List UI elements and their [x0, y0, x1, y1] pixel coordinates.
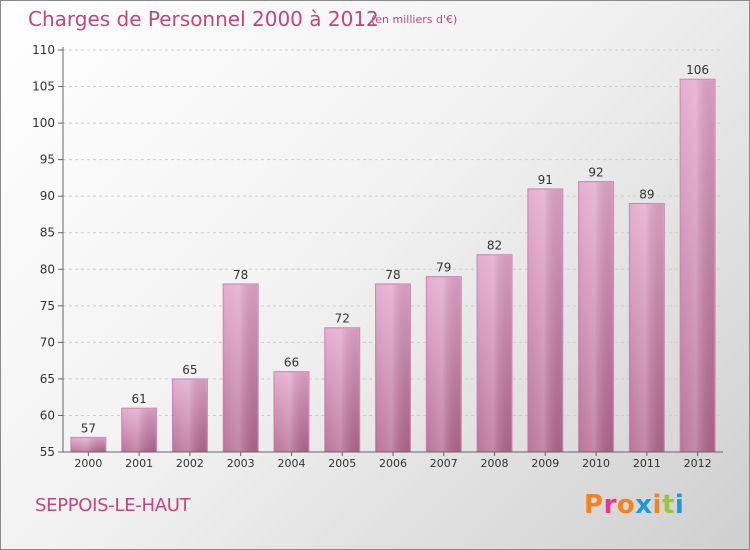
- y-tick-label: 95: [40, 153, 55, 167]
- data-label-2009: 91: [538, 173, 553, 187]
- logo-letter: t: [661, 490, 675, 520]
- data-label-2002: 65: [182, 363, 197, 377]
- data-label-2001: 61: [132, 392, 147, 406]
- y-tick-label: 55: [40, 445, 55, 459]
- commune-name: SEPPOIS-LE-HAUT: [35, 495, 191, 516]
- logo-letter: x: [635, 490, 653, 520]
- data-label-2011: 89: [639, 187, 654, 201]
- bar-shine-2006: [376, 284, 410, 452]
- data-label-2003: 78: [233, 268, 248, 282]
- x-tick-label-2000: 2000: [74, 457, 102, 470]
- bar-shine-2007: [427, 277, 461, 452]
- x-tick-label-2002: 2002: [176, 457, 204, 470]
- y-tick-label: 110: [32, 43, 55, 57]
- logo-letter: o: [616, 490, 636, 520]
- bar-shine-2011: [630, 204, 664, 452]
- x-tick-label-2001: 2001: [125, 457, 153, 470]
- y-tick-label: 90: [40, 189, 55, 203]
- bar-shine-2001: [122, 409, 156, 452]
- x-tick-label-2004: 2004: [277, 457, 305, 470]
- x-tick-label-2003: 2003: [227, 457, 255, 470]
- bar-shine-2005: [325, 328, 359, 452]
- y-tick-label: 75: [40, 299, 55, 313]
- y-tick-label: 100: [32, 116, 55, 130]
- y-tick-label: 85: [40, 226, 55, 240]
- x-tick-label-2007: 2007: [430, 457, 458, 470]
- bar-shine-2010: [579, 182, 613, 452]
- logo-letter: P: [584, 490, 604, 520]
- x-tick-label-2006: 2006: [379, 457, 407, 470]
- logo-letter: i: [674, 490, 685, 520]
- y-tick-label: 70: [40, 335, 55, 349]
- logo-letter: i: [652, 490, 662, 520]
- data-label-2006: 78: [385, 268, 400, 282]
- x-tick-label-2010: 2010: [582, 457, 610, 470]
- x-tick-label-2009: 2009: [531, 457, 559, 470]
- data-labels: 57 61 65 78 66 72 78 79 82 91 92 89 106: [81, 63, 709, 435]
- chart-title: Charges de Personnel 2000 à 2012: [28, 7, 379, 31]
- x-tick-label-2011: 2011: [633, 457, 661, 470]
- bars: [70, 78, 716, 453]
- bar-shine-2004: [274, 372, 308, 452]
- chart-subtitle: (en milliers d'€): [371, 13, 458, 26]
- bar-shine-2009: [528, 189, 562, 452]
- x-tick-label-2005: 2005: [328, 457, 356, 470]
- data-label-2007: 79: [436, 261, 451, 275]
- data-label-2008: 82: [487, 239, 502, 253]
- bar-shine-2002: [173, 379, 207, 452]
- bar-shine-2000: [71, 438, 105, 452]
- proxiti-logo: Proxiti: [584, 490, 684, 520]
- bar-shine-2008: [478, 255, 512, 452]
- x-tick-label-2012: 2012: [684, 457, 712, 470]
- y-tick-label: 105: [32, 80, 55, 94]
- x-tick-label-2008: 2008: [481, 457, 509, 470]
- data-label-2000: 57: [81, 421, 96, 435]
- y-tick-label: 80: [40, 262, 55, 276]
- bar-shine-2012: [681, 80, 715, 453]
- y-tick-label: 65: [40, 372, 55, 386]
- data-label-2012: 106: [686, 63, 709, 77]
- axes: 55 60 65 70 75 80 85 90 95 100 105 110 2000 2001 2002 2…: [32, 43, 723, 470]
- data-label-2010: 92: [588, 166, 603, 180]
- y-tick-label: 60: [40, 408, 55, 422]
- data-label-2005: 72: [335, 312, 350, 326]
- bar-shine-2003: [224, 284, 258, 452]
- data-label-2004: 66: [284, 356, 299, 370]
- logo-letter: r: [603, 490, 617, 520]
